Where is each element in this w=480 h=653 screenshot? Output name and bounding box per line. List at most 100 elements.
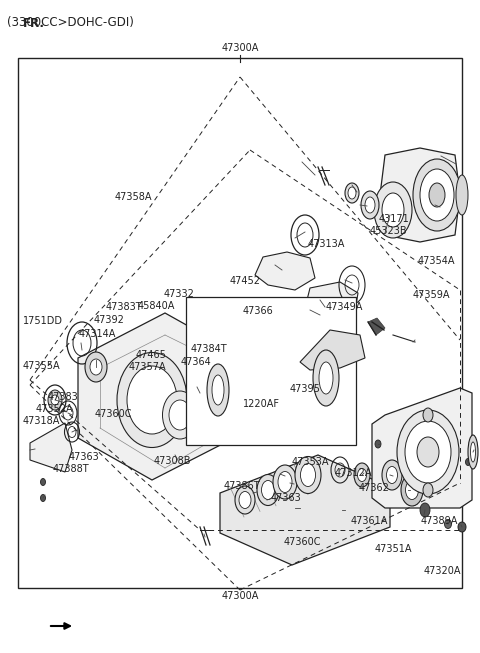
Text: 47300A: 47300A — [221, 591, 259, 601]
Text: 47349A: 47349A — [326, 302, 363, 312]
Ellipse shape — [375, 440, 381, 448]
Text: 47359A: 47359A — [413, 290, 450, 300]
Ellipse shape — [40, 494, 46, 502]
Ellipse shape — [278, 471, 292, 492]
Text: 47386T: 47386T — [223, 481, 260, 491]
Text: 47363: 47363 — [69, 452, 99, 462]
Ellipse shape — [262, 481, 275, 500]
Polygon shape — [368, 318, 385, 335]
Text: 47352A: 47352A — [36, 404, 73, 414]
Ellipse shape — [405, 421, 451, 483]
Text: 47358A: 47358A — [115, 192, 152, 202]
Ellipse shape — [354, 463, 370, 487]
Text: 47366: 47366 — [243, 306, 274, 316]
Text: 47360C: 47360C — [284, 537, 321, 547]
Polygon shape — [380, 148, 460, 242]
Ellipse shape — [117, 353, 187, 447]
Text: 47363: 47363 — [270, 492, 301, 503]
Ellipse shape — [470, 442, 476, 462]
Ellipse shape — [429, 183, 445, 207]
Ellipse shape — [423, 408, 433, 422]
Text: 45323B: 45323B — [370, 226, 408, 236]
Text: 47314A: 47314A — [79, 329, 116, 340]
Ellipse shape — [273, 465, 297, 499]
Ellipse shape — [413, 159, 461, 231]
Ellipse shape — [374, 182, 412, 238]
Ellipse shape — [257, 475, 279, 505]
Ellipse shape — [163, 391, 197, 439]
Text: 47452: 47452 — [229, 276, 260, 286]
Ellipse shape — [51, 395, 59, 405]
Ellipse shape — [319, 362, 333, 394]
Ellipse shape — [235, 486, 255, 514]
Ellipse shape — [466, 458, 470, 466]
Ellipse shape — [417, 437, 439, 467]
Ellipse shape — [127, 366, 177, 434]
Ellipse shape — [420, 503, 430, 517]
Ellipse shape — [48, 390, 62, 410]
Text: 47364: 47364 — [180, 357, 211, 367]
Text: 47308B: 47308B — [154, 456, 192, 466]
Ellipse shape — [456, 175, 468, 215]
Ellipse shape — [444, 520, 452, 528]
Text: 45840A: 45840A — [138, 300, 175, 311]
Text: 47383: 47383 — [48, 392, 79, 402]
Ellipse shape — [423, 483, 433, 497]
Ellipse shape — [239, 492, 251, 509]
Bar — [186, 297, 356, 445]
Ellipse shape — [313, 350, 339, 406]
Text: 47354A: 47354A — [418, 256, 455, 266]
Text: 47318A: 47318A — [23, 416, 60, 426]
Ellipse shape — [212, 375, 224, 405]
Text: 47332: 47332 — [164, 289, 194, 299]
Polygon shape — [30, 423, 72, 472]
Ellipse shape — [169, 400, 191, 430]
Text: 47465: 47465 — [136, 350, 167, 360]
Text: 1220AF: 1220AF — [243, 398, 280, 409]
Ellipse shape — [365, 197, 375, 213]
Ellipse shape — [345, 183, 359, 203]
Ellipse shape — [358, 468, 367, 481]
Polygon shape — [220, 455, 390, 565]
Text: 47312A: 47312A — [335, 468, 372, 478]
Ellipse shape — [300, 464, 315, 486]
Ellipse shape — [420, 169, 454, 221]
Text: 1751DD: 1751DD — [23, 316, 63, 326]
Ellipse shape — [458, 522, 466, 532]
Polygon shape — [78, 313, 240, 480]
Ellipse shape — [40, 479, 46, 485]
Ellipse shape — [386, 466, 397, 483]
Polygon shape — [255, 252, 315, 290]
Ellipse shape — [468, 435, 478, 469]
Ellipse shape — [382, 193, 404, 227]
Text: 47355A: 47355A — [23, 360, 60, 371]
Text: 47313A: 47313A — [308, 239, 345, 249]
Text: 47351A: 47351A — [375, 543, 412, 554]
Ellipse shape — [85, 352, 107, 382]
Ellipse shape — [401, 474, 423, 506]
Text: 43171: 43171 — [378, 214, 409, 225]
Polygon shape — [300, 330, 365, 370]
Ellipse shape — [348, 187, 356, 199]
Text: 47357A: 47357A — [129, 362, 167, 372]
Text: 47389A: 47389A — [421, 516, 458, 526]
Text: (3300CC>DOHC-GDI): (3300CC>DOHC-GDI) — [7, 16, 134, 29]
Text: 47320A: 47320A — [423, 566, 461, 577]
Text: FR.: FR. — [23, 17, 45, 30]
Polygon shape — [372, 388, 472, 508]
Text: 47361A: 47361A — [351, 516, 388, 526]
Text: 47392: 47392 — [94, 315, 125, 325]
Text: 47384T: 47384T — [191, 343, 227, 354]
Ellipse shape — [382, 460, 402, 490]
Text: 47383T: 47383T — [106, 302, 142, 312]
Ellipse shape — [295, 456, 321, 494]
Text: 47360C: 47360C — [95, 409, 132, 419]
Ellipse shape — [361, 191, 379, 219]
Text: 47395: 47395 — [290, 384, 321, 394]
Text: 47300A: 47300A — [221, 43, 259, 53]
Polygon shape — [305, 282, 358, 318]
Bar — [18, 58, 462, 588]
Ellipse shape — [90, 359, 102, 375]
Text: 47353A: 47353A — [292, 457, 329, 468]
Text: 47388T: 47388T — [53, 464, 89, 474]
